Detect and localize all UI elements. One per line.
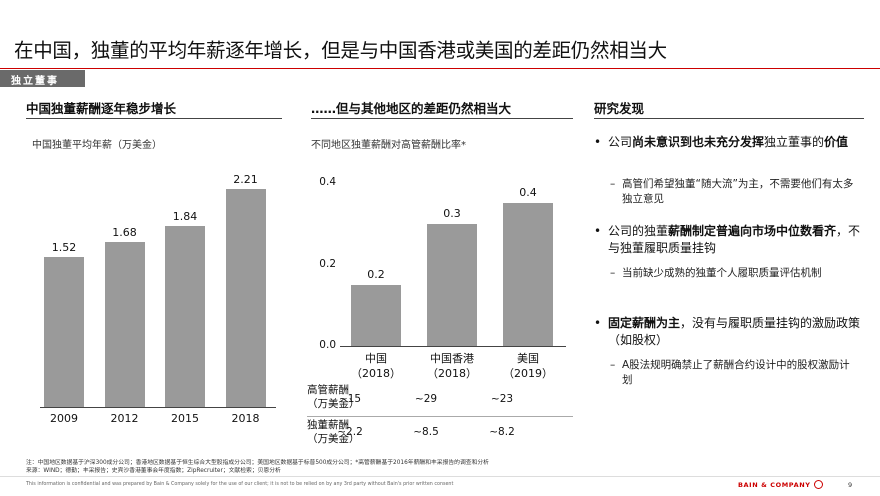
right-heading-rule — [594, 118, 864, 119]
dash-icon: – — [610, 178, 616, 190]
finding-text: ，没有与履职质量挂钩的激励政策（如股权） — [608, 316, 861, 347]
chart-bar — [104, 241, 145, 407]
title-divider — [0, 68, 880, 69]
middle-chart-subtitle: 不同地区独董薪酬对高管薪酬比率* — [311, 140, 466, 151]
x-tick-label: 2015 — [171, 412, 199, 425]
data-label: 1.52 — [51, 241, 77, 255]
data-label: 0.3 — [443, 206, 461, 220]
brand-logo: BAIN & COMPANY — [738, 481, 811, 489]
table-row-divider — [307, 416, 573, 417]
y-tick-label: 0.4 — [319, 176, 336, 188]
finding-text: ，不与独董履职质量挂钩 — [608, 224, 861, 255]
finding-emphasis: 价值 — [824, 135, 849, 149]
data-label: 2.21 — [233, 173, 258, 187]
finding-emphasis: 固定薪酬为主 — [608, 316, 681, 330]
bullet-icon: • — [594, 135, 602, 149]
x-axis-line — [340, 346, 566, 347]
finding-emphasis: 尚未意识到也未充分发挥 — [632, 135, 765, 149]
finding-item: • 固定薪酬为主，没有与履职质量挂钩的激励政策（如股权） — [594, 315, 864, 349]
finding-text: 公司 — [608, 135, 633, 149]
finding-text: 独立董事的 — [764, 135, 825, 149]
chart-bar — [165, 225, 205, 407]
footer-divider — [0, 476, 880, 477]
middle-heading-rule — [311, 118, 573, 119]
chart-bar — [503, 203, 553, 346]
x-tick-label: 中国 — [365, 352, 387, 365]
x-tick-label: 2012 — [110, 412, 139, 425]
finding-subitem: – 当前缺少成熟的独董个人履职质量评估机制 — [610, 266, 860, 281]
chart-bar — [44, 257, 84, 407]
bullet-icon: • — [594, 224, 602, 238]
table-row-label: 高管薪酬 （万美金） — [307, 383, 360, 411]
data-label: 0.4 — [519, 186, 537, 200]
x-tick-sublabel: （2018） — [427, 367, 477, 380]
table-cell: ~2.2 — [337, 426, 363, 438]
middle-heading: ……但与其他地区的差距仍然相当大 — [311, 101, 512, 116]
x-tick-sublabel: （2018） — [351, 367, 401, 380]
data-label: 1.84 — [172, 209, 198, 223]
table-cell: ~8.5 — [413, 426, 439, 438]
dash-icon: – — [610, 359, 616, 371]
row-label-line1: 高管薪酬 — [307, 384, 349, 396]
x-tick-sublabel: （2019） — [503, 367, 553, 380]
table-cell: ~23 — [490, 393, 514, 405]
dash-icon: – — [610, 267, 616, 279]
left-heading: 中国独董薪酬逐年稳步增长 — [26, 101, 177, 116]
chart-bar — [225, 189, 266, 407]
y-tick-label: 0.0 — [319, 339, 336, 351]
finding-subtext: A股法规明确禁止了薪酬合约设计中的股权激励计划 — [622, 359, 850, 386]
x-tick-label: 2018 — [231, 412, 260, 425]
row-label-line2: （万美金） — [307, 433, 360, 445]
finding-subitem: – A股法规明确禁止了薪酬合约设计中的股权激励计划 — [610, 358, 860, 388]
table-row-label: 独董薪酬 （万美金） — [307, 418, 360, 446]
disclaimer: This information is confidential and was… — [26, 482, 454, 487]
brand-mark-icon — [814, 480, 823, 489]
page-number: 9 — [848, 481, 853, 489]
x-tick-label: 美国 — [517, 352, 539, 365]
finding-subitem: – 高管们希望独董“随大流”为主，不需要他们有太多独立意见 — [610, 177, 860, 207]
page-title: 在中国，独董的平均年薪逐年增长，但是与中国香港或美国的差距仍然相当大 — [14, 39, 667, 62]
finding-text: 公司的独董 — [608, 224, 669, 238]
x-tick-label: 中国香港 — [430, 352, 474, 365]
row-label-line2: （万美金） — [307, 398, 360, 410]
finding-subtext: 当前缺少成熟的独董个人履职质量评估机制 — [622, 267, 822, 279]
data-label: 1.68 — [112, 225, 137, 239]
x-axis-line — [40, 407, 276, 408]
finding-item: • 公司尚未意识到也未充分发挥独立董事的价值 — [594, 134, 864, 151]
right-heading: 研究发现 — [594, 101, 645, 116]
data-label: 0.2 — [367, 267, 385, 281]
table-cell: ~15 — [338, 393, 362, 405]
table-cell: ~8.2 — [489, 426, 515, 438]
left-heading-rule — [26, 118, 282, 119]
chart-bar — [427, 223, 477, 346]
footnote: 注：中国地区数据基于沪深300成分公司；香港地区数据基于恒生综合大型股指成分公司… — [26, 460, 489, 466]
finding-subtext: 高管们希望独董“随大流”为主，不需要他们有太多独立意见 — [622, 178, 854, 205]
finding-emphasis: 薪酬制定普遍向市场中位数看齐 — [668, 224, 837, 238]
bullet-icon: • — [594, 316, 602, 330]
source-note: 来源：WIND；德勤；丰采报告；史宾沙香港董事会年度指数；ZipRecruite… — [26, 468, 281, 474]
finding-item: • 公司的独董薪酬制定普遍向市场中位数看齐，不与独董履职质量挂钩 — [594, 223, 864, 257]
left-chart-subtitle: 中国独董平均年薪（万美金） — [32, 140, 162, 151]
chart-bar — [351, 284, 401, 346]
y-tick-label: 0.2 — [319, 257, 336, 270]
row-label-line1: 独董薪酬 — [307, 419, 349, 431]
table-cell: ~29 — [414, 393, 438, 405]
section-tag: 独立董事 — [0, 70, 85, 87]
x-tick-label: 2009 — [50, 412, 78, 425]
